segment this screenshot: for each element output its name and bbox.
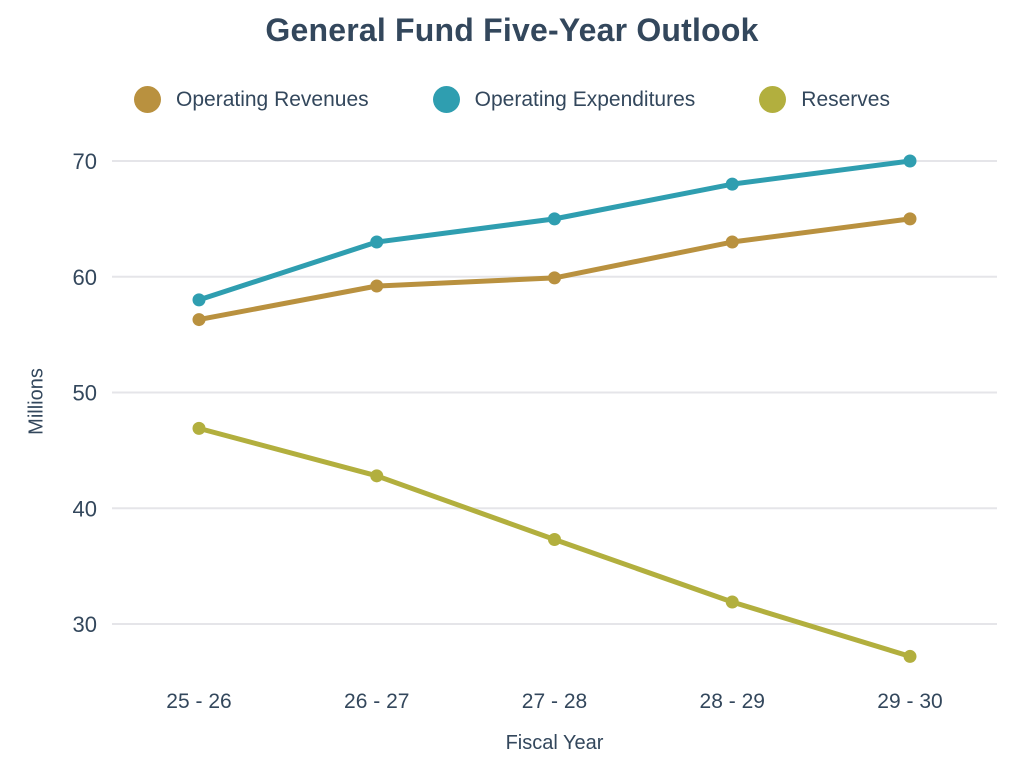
legend: Operating Revenues Operating Expenditure…: [0, 86, 1024, 113]
legend-swatch-revenues-icon: [134, 86, 162, 113]
legend-item-operating-revenues[interactable]: Operating Revenues: [134, 86, 369, 113]
svg-text:50: 50: [73, 381, 97, 406]
legend-item-reserves[interactable]: Reserves: [759, 86, 890, 113]
legend-item-operating-expenditures[interactable]: Operating Expenditures: [432, 86, 696, 113]
x-axis-title: Fiscal Year: [505, 732, 604, 754]
legend-swatch-reserves-icon: [759, 86, 787, 113]
legend-label: Operating Expenditures: [474, 87, 696, 111]
legend-label: Reserves: [801, 87, 890, 111]
chart-title: General Fund Five-Year Outlook: [265, 12, 759, 48]
svg-text:25 - 26: 25 - 26: [166, 690, 231, 713]
svg-text:29 - 30: 29 - 30: [877, 690, 942, 713]
legend-label: Operating Revenues: [176, 87, 369, 111]
y-axis-title: Millions: [25, 368, 48, 435]
svg-text:26 - 27: 26 - 27: [344, 690, 409, 713]
svg-text:30: 30: [73, 612, 97, 637]
legend-swatch-expenditures-icon: [432, 86, 460, 113]
svg-text:28 - 29: 28 - 29: [700, 690, 765, 713]
svg-text:40: 40: [73, 496, 97, 521]
svg-text:27 - 28: 27 - 28: [522, 690, 587, 713]
svg-text:60: 60: [73, 265, 97, 290]
svg-text:70: 70: [73, 149, 97, 174]
